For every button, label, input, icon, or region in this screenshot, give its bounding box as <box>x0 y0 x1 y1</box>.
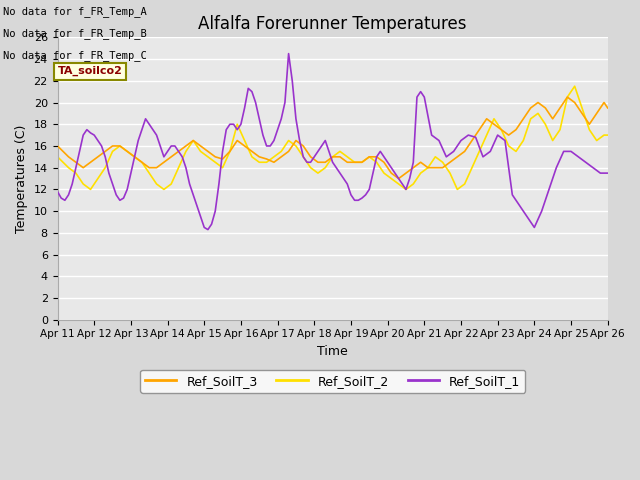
Title: Alfalfa Forerunner Temperatures: Alfalfa Forerunner Temperatures <box>198 15 467 33</box>
X-axis label: Time: Time <box>317 345 348 358</box>
Text: No data for f_FR_Temp_A: No data for f_FR_Temp_A <box>3 6 147 17</box>
Text: No data for f_FR_Temp_B: No data for f_FR_Temp_B <box>3 28 147 39</box>
Text: No data for f_FR_Temp_C: No data for f_FR_Temp_C <box>3 49 147 60</box>
Legend: Ref_SoilT_3, Ref_SoilT_2, Ref_SoilT_1: Ref_SoilT_3, Ref_SoilT_2, Ref_SoilT_1 <box>140 370 525 393</box>
Y-axis label: Temperatures (C): Temperatures (C) <box>15 124 28 233</box>
Text: TA_soilco2: TA_soilco2 <box>58 66 122 76</box>
